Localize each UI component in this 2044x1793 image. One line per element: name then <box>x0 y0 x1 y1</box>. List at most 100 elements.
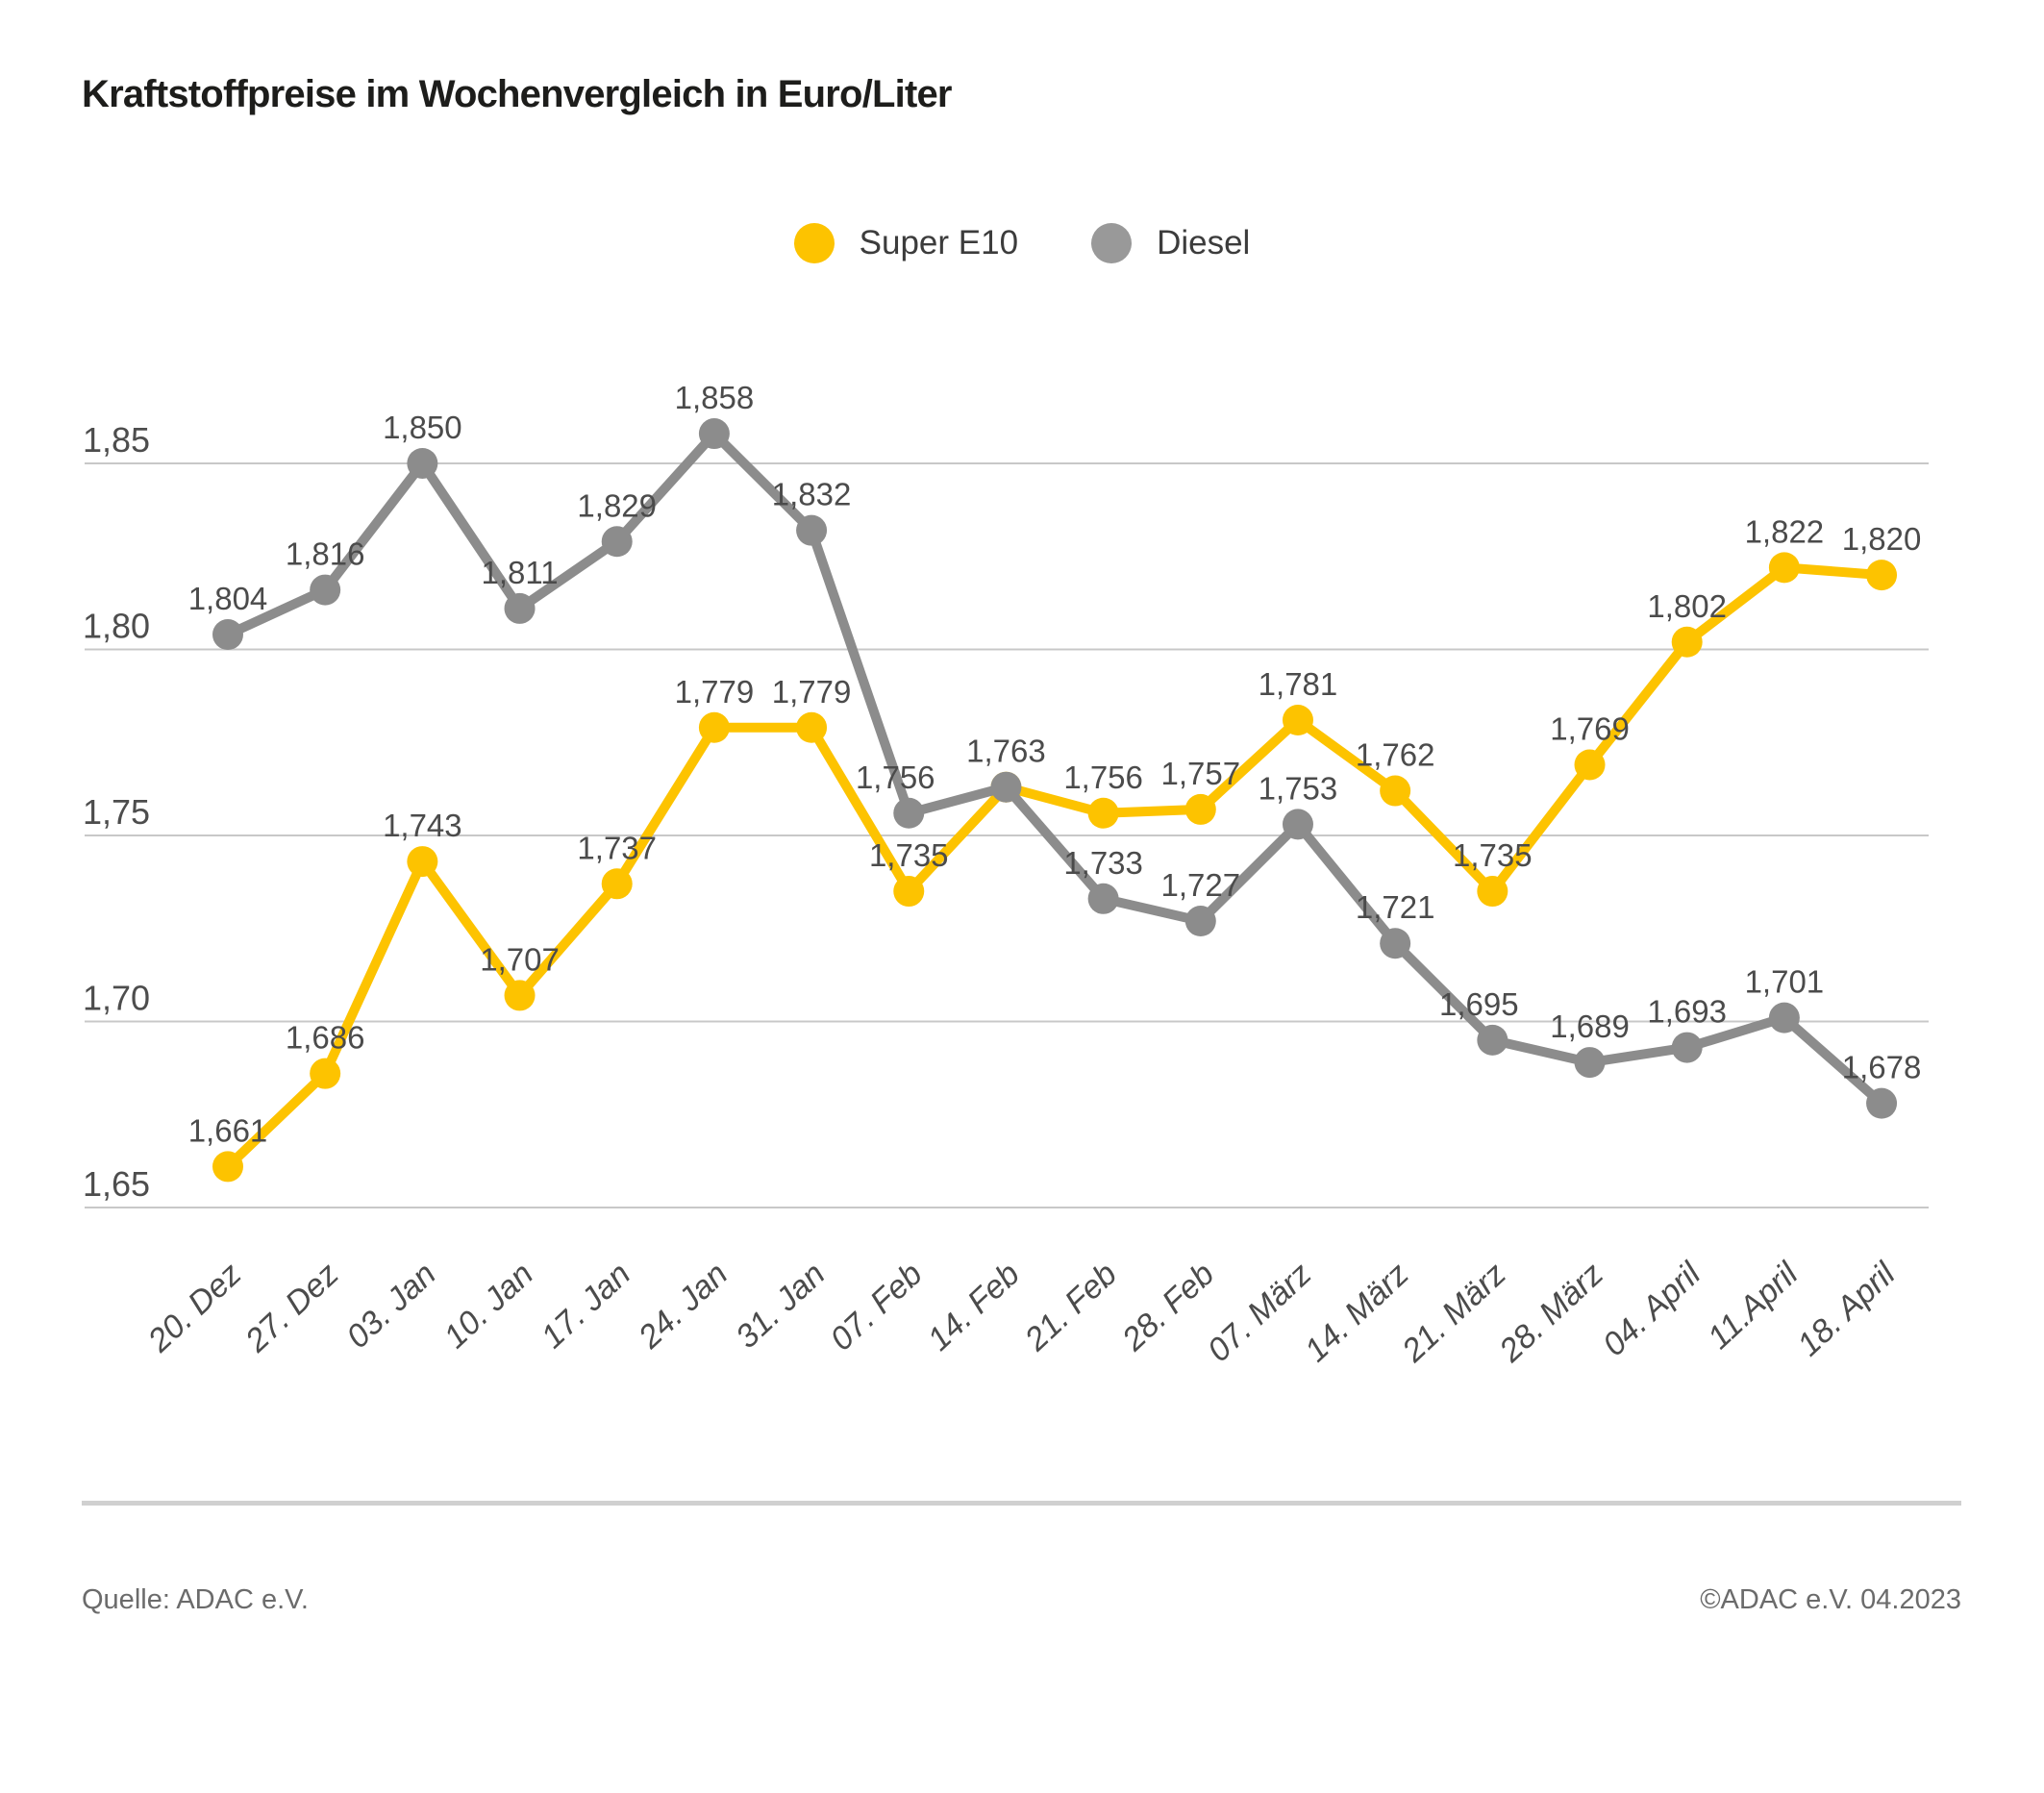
y-grid: 1,85 1,80 1,75 1,70 1,65 <box>83 420 1929 1208</box>
data-point <box>1282 809 1313 840</box>
value-label: 1,820 <box>1842 521 1922 557</box>
data-point <box>1768 552 1800 584</box>
value-label: 1,743 <box>383 808 462 843</box>
data-point <box>1574 749 1606 781</box>
data-point <box>1282 705 1313 736</box>
x-tick-label: 18. April <box>1790 1255 1903 1363</box>
value-label: 1,858 <box>675 380 755 415</box>
x-tick-label: 28. März <box>1492 1256 1610 1370</box>
value-label: 1,763 <box>966 734 1046 769</box>
data-point <box>310 1058 341 1089</box>
data-point <box>1866 1087 1898 1119</box>
value-label: 1,811 <box>481 555 558 590</box>
value-label: 1,689 <box>1550 1009 1630 1044</box>
x-tick-label: 24. Jan <box>631 1256 735 1357</box>
value-label: 1,822 <box>1745 513 1825 549</box>
y-tick-label: 1,85 <box>83 420 150 460</box>
legend-item-super-e10: Super E10 <box>793 223 1019 263</box>
data-point <box>1184 793 1216 825</box>
footer: Quelle: ADAC e.V. ©ADAC e.V. 04.2023 <box>82 1584 1961 1616</box>
value-label: 1,756 <box>1063 760 1143 795</box>
data-point <box>1087 797 1119 829</box>
copyright-note: ©ADAC e.V. 04.2023 <box>1700 1584 1961 1615</box>
x-tick-label: 17. Jan <box>535 1256 637 1356</box>
x-tick-label: 31. Jan <box>729 1256 832 1356</box>
legend-label-super-e10: Super E10 <box>859 224 1019 261</box>
x-tick-label: 07. März <box>1201 1256 1319 1369</box>
y-tick-label: 1,80 <box>83 607 150 646</box>
data-point <box>407 448 438 479</box>
series-value-labels-super-e10: 1,661 1,686 1,743 1,707 1,737 1,779 1,779 1,735… <box>188 513 1922 1148</box>
legend: Super E10 Diesel <box>0 223 2044 263</box>
x-tick-label: 04. April <box>1596 1255 1708 1363</box>
data-point <box>990 771 1022 803</box>
value-label: 1,779 <box>772 674 852 710</box>
value-label: 1,816 <box>286 536 365 572</box>
data-point <box>1671 1032 1703 1063</box>
x-tick-label: 21. März <box>1394 1256 1512 1370</box>
data-point <box>504 980 536 1011</box>
data-point <box>212 619 243 651</box>
source-note: Quelle: ADAC e.V. <box>82 1584 309 1615</box>
value-label: 1,756 <box>856 760 935 795</box>
data-point <box>1768 1002 1800 1033</box>
footer-divider <box>82 1501 1961 1506</box>
data-point <box>1380 928 1411 959</box>
data-point <box>601 868 633 900</box>
x-tick-label: 14. Feb <box>921 1256 1027 1357</box>
value-label: 1,661 <box>188 1112 268 1148</box>
value-label: 1,781 <box>1259 666 1338 702</box>
value-label: 1,733 <box>1063 845 1143 881</box>
series-markers-diesel <box>212 418 1898 1119</box>
value-label: 1,701 <box>1745 964 1825 1000</box>
data-point <box>796 514 828 546</box>
series-value-labels-diesel: 1,804 1,816 1,850 1,811 1,829 1,858 1,832 1,756… <box>188 380 1922 1085</box>
value-label: 1,721 <box>1356 889 1435 925</box>
x-tick-label: 27. Dez <box>237 1256 345 1359</box>
value-label: 1,850 <box>383 410 462 445</box>
value-label: 1,832 <box>772 477 852 512</box>
value-label: 1,802 <box>1647 588 1727 624</box>
x-tick-label: 14. März <box>1298 1256 1416 1369</box>
x-tick-label: 10. Jan <box>437 1256 540 1356</box>
x-tick-label: 03. Jan <box>339 1256 442 1356</box>
y-tick-label: 1,70 <box>83 979 150 1018</box>
series-markers-super-e10 <box>212 552 1898 1183</box>
x-tick-label: 21. Feb <box>1017 1256 1124 1358</box>
chart-title: Kraftstoffpreise im Wochenvergleich in E… <box>82 73 952 115</box>
value-label: 1,735 <box>1453 837 1533 873</box>
data-point <box>796 711 828 743</box>
value-label: 1,757 <box>1161 756 1241 791</box>
y-tick-label: 1,75 <box>83 792 150 832</box>
value-label: 1,727 <box>1161 867 1241 903</box>
value-label: 1,693 <box>1647 994 1727 1030</box>
data-point <box>1477 876 1508 908</box>
data-point <box>1574 1047 1606 1079</box>
value-label: 1,695 <box>1439 986 1519 1022</box>
y-tick-label: 1,65 <box>83 1164 150 1204</box>
legend-item-diesel: Diesel <box>1091 223 1250 263</box>
value-label: 1,829 <box>577 487 657 523</box>
value-label: 1,804 <box>188 581 268 616</box>
data-point <box>310 574 341 606</box>
x-tick-label: 20. Dez <box>140 1256 248 1359</box>
x-tick-label: 11.April <box>1701 1255 1806 1357</box>
data-point <box>893 876 925 908</box>
data-point <box>1087 883 1119 914</box>
data-point <box>698 711 730 743</box>
series-line-diesel <box>223 429 1887 1108</box>
data-point <box>212 1151 243 1183</box>
value-label: 1,753 <box>1259 770 1338 806</box>
value-label: 1,762 <box>1356 737 1435 773</box>
data-point <box>1866 560 1898 591</box>
legend-dot-diesel-icon <box>1091 223 1133 263</box>
series-line-super-e10 <box>223 562 1887 1172</box>
value-label: 1,678 <box>1842 1050 1922 1085</box>
value-label: 1,737 <box>577 830 657 865</box>
legend-dot-super-e10-icon <box>793 223 835 263</box>
legend-label-diesel: Diesel <box>1157 224 1251 261</box>
value-label: 1,686 <box>286 1020 365 1056</box>
